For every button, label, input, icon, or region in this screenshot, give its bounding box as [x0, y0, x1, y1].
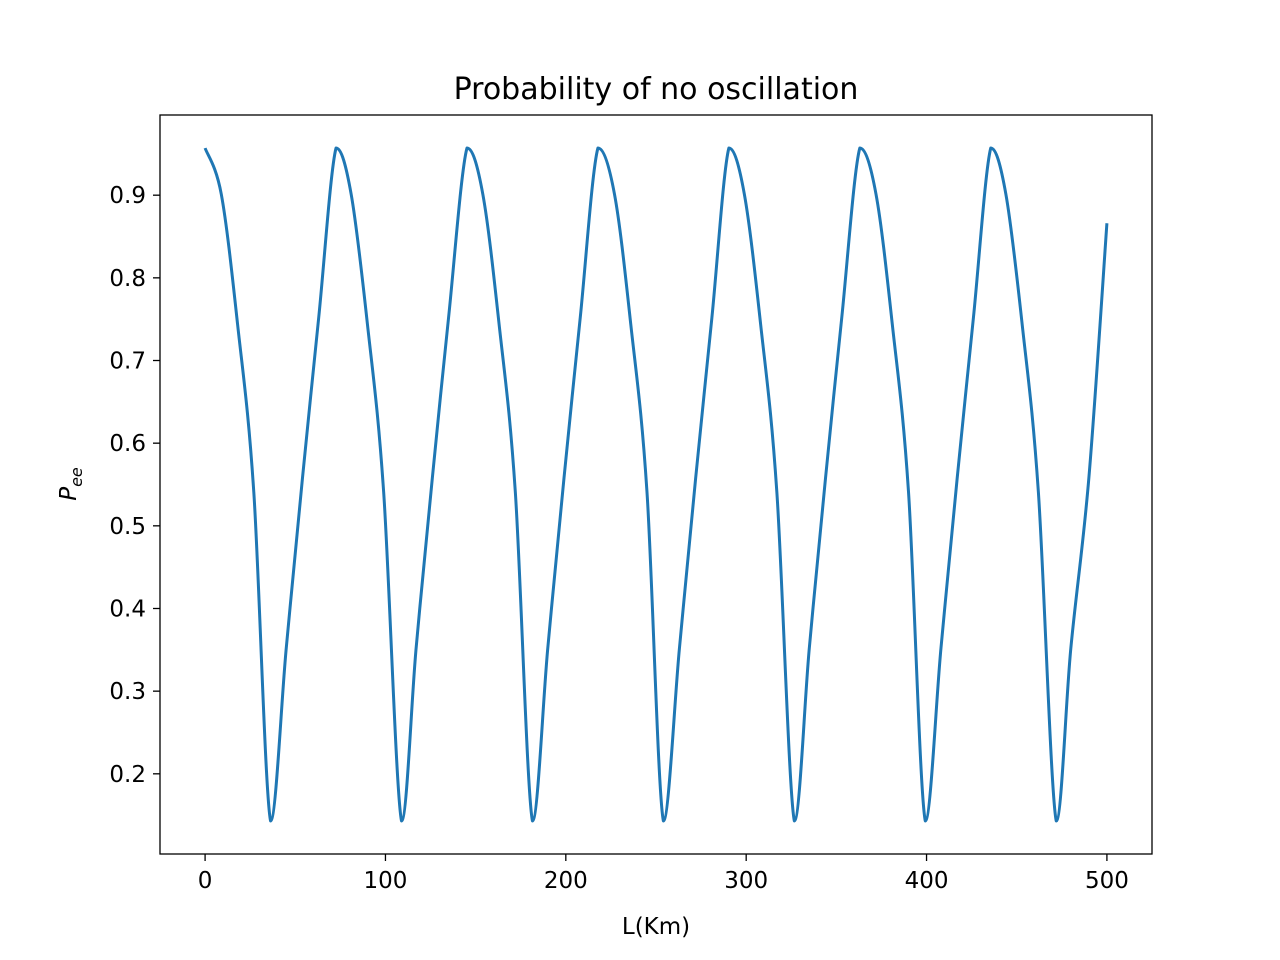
y-tick-label: 0.2 [109, 762, 146, 788]
y-axis-label-subscript: ee [67, 467, 86, 487]
series-line-0 [203, 146, 1109, 823]
x-tick-label: 0 [198, 868, 213, 894]
plot-frame [159, 114, 1153, 855]
x-tick-label: 400 [905, 868, 949, 894]
y-axis-label-base: P [56, 487, 82, 501]
y-axis-ticks: 0.2 0.3 0.4 0.5 0.6 0.7 0.8 0.9 [109, 183, 160, 788]
x-tick-label: 300 [724, 868, 768, 894]
x-tick-label: 100 [364, 868, 408, 894]
y-tick-label: 0.3 [109, 679, 146, 705]
y-tick-label: 0.6 [109, 431, 146, 457]
x-tick-label: 200 [544, 868, 588, 894]
chart-title: Probability of no oscillation [454, 72, 859, 107]
y-tick-label: 0.4 [109, 596, 146, 622]
series-layer [203, 146, 1109, 823]
y-tick-label: 0.9 [109, 183, 146, 209]
y-tick-label: 0.8 [109, 266, 146, 292]
y-tick-label: 0.7 [109, 349, 146, 375]
x-axis-label: L(Km) [622, 914, 690, 940]
x-tick-label: 500 [1085, 868, 1129, 894]
y-axis-label: Pee [56, 467, 86, 501]
x-axis-ticks: 0 100 200 300 400 500 [198, 854, 1129, 894]
y-tick-label: 0.5 [109, 514, 146, 540]
